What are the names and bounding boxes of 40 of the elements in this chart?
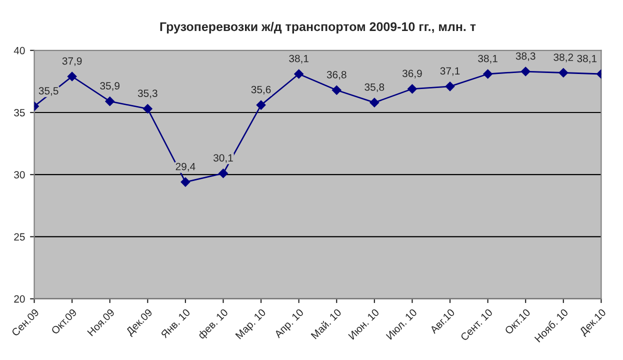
data-label: 38,1	[289, 54, 308, 64]
point	[520, 66, 530, 76]
point	[370, 98, 380, 108]
x-tick-label: Янв. 10	[160, 308, 191, 338]
data-label: 38,1	[478, 54, 498, 64]
point	[180, 177, 190, 187]
point	[445, 82, 455, 92]
data-label: 29,4	[176, 162, 196, 172]
point	[105, 96, 114, 106]
data-label: 30,1	[214, 154, 233, 163]
data-label: 35,5	[38, 87, 58, 96]
data-label: 36,9	[402, 70, 422, 78]
point	[558, 68, 568, 78]
x-tick-label: Апр. 10	[274, 308, 306, 340]
data-label: 35,6	[251, 86, 271, 94]
data-label: 36,8	[326, 70, 346, 80]
point	[294, 69, 304, 79]
point	[483, 69, 492, 79]
point	[218, 168, 228, 178]
y-tick-label: 35	[14, 109, 25, 116]
data-label: 38,1	[577, 54, 597, 64]
x-tick-label: Мар. 10	[235, 308, 268, 341]
data-label: 37,1	[440, 67, 460, 76]
point	[408, 84, 417, 94]
y-tick-label: 25	[14, 233, 25, 241]
point	[67, 72, 77, 82]
data-label: 35,9	[100, 82, 120, 91]
data-label: 35,3	[138, 90, 158, 98]
data-label: 37,9	[62, 57, 82, 66]
x-tick-label: фев. 10	[197, 308, 230, 341]
data-label: 35,8	[364, 83, 384, 92]
data-label: 38,2	[554, 54, 574, 62]
point	[143, 104, 152, 114]
point	[332, 86, 342, 95]
y-tick-label: 20	[14, 295, 25, 303]
data-label: 38,3	[516, 52, 536, 61]
y-tick-label: 30	[14, 171, 25, 178]
y-tick-label: 40	[14, 46, 25, 54]
chart-title: Грузоперевозки ж/д транспортом 2009-10 гг., млн. т	[160, 22, 476, 34]
point	[256, 100, 266, 110]
